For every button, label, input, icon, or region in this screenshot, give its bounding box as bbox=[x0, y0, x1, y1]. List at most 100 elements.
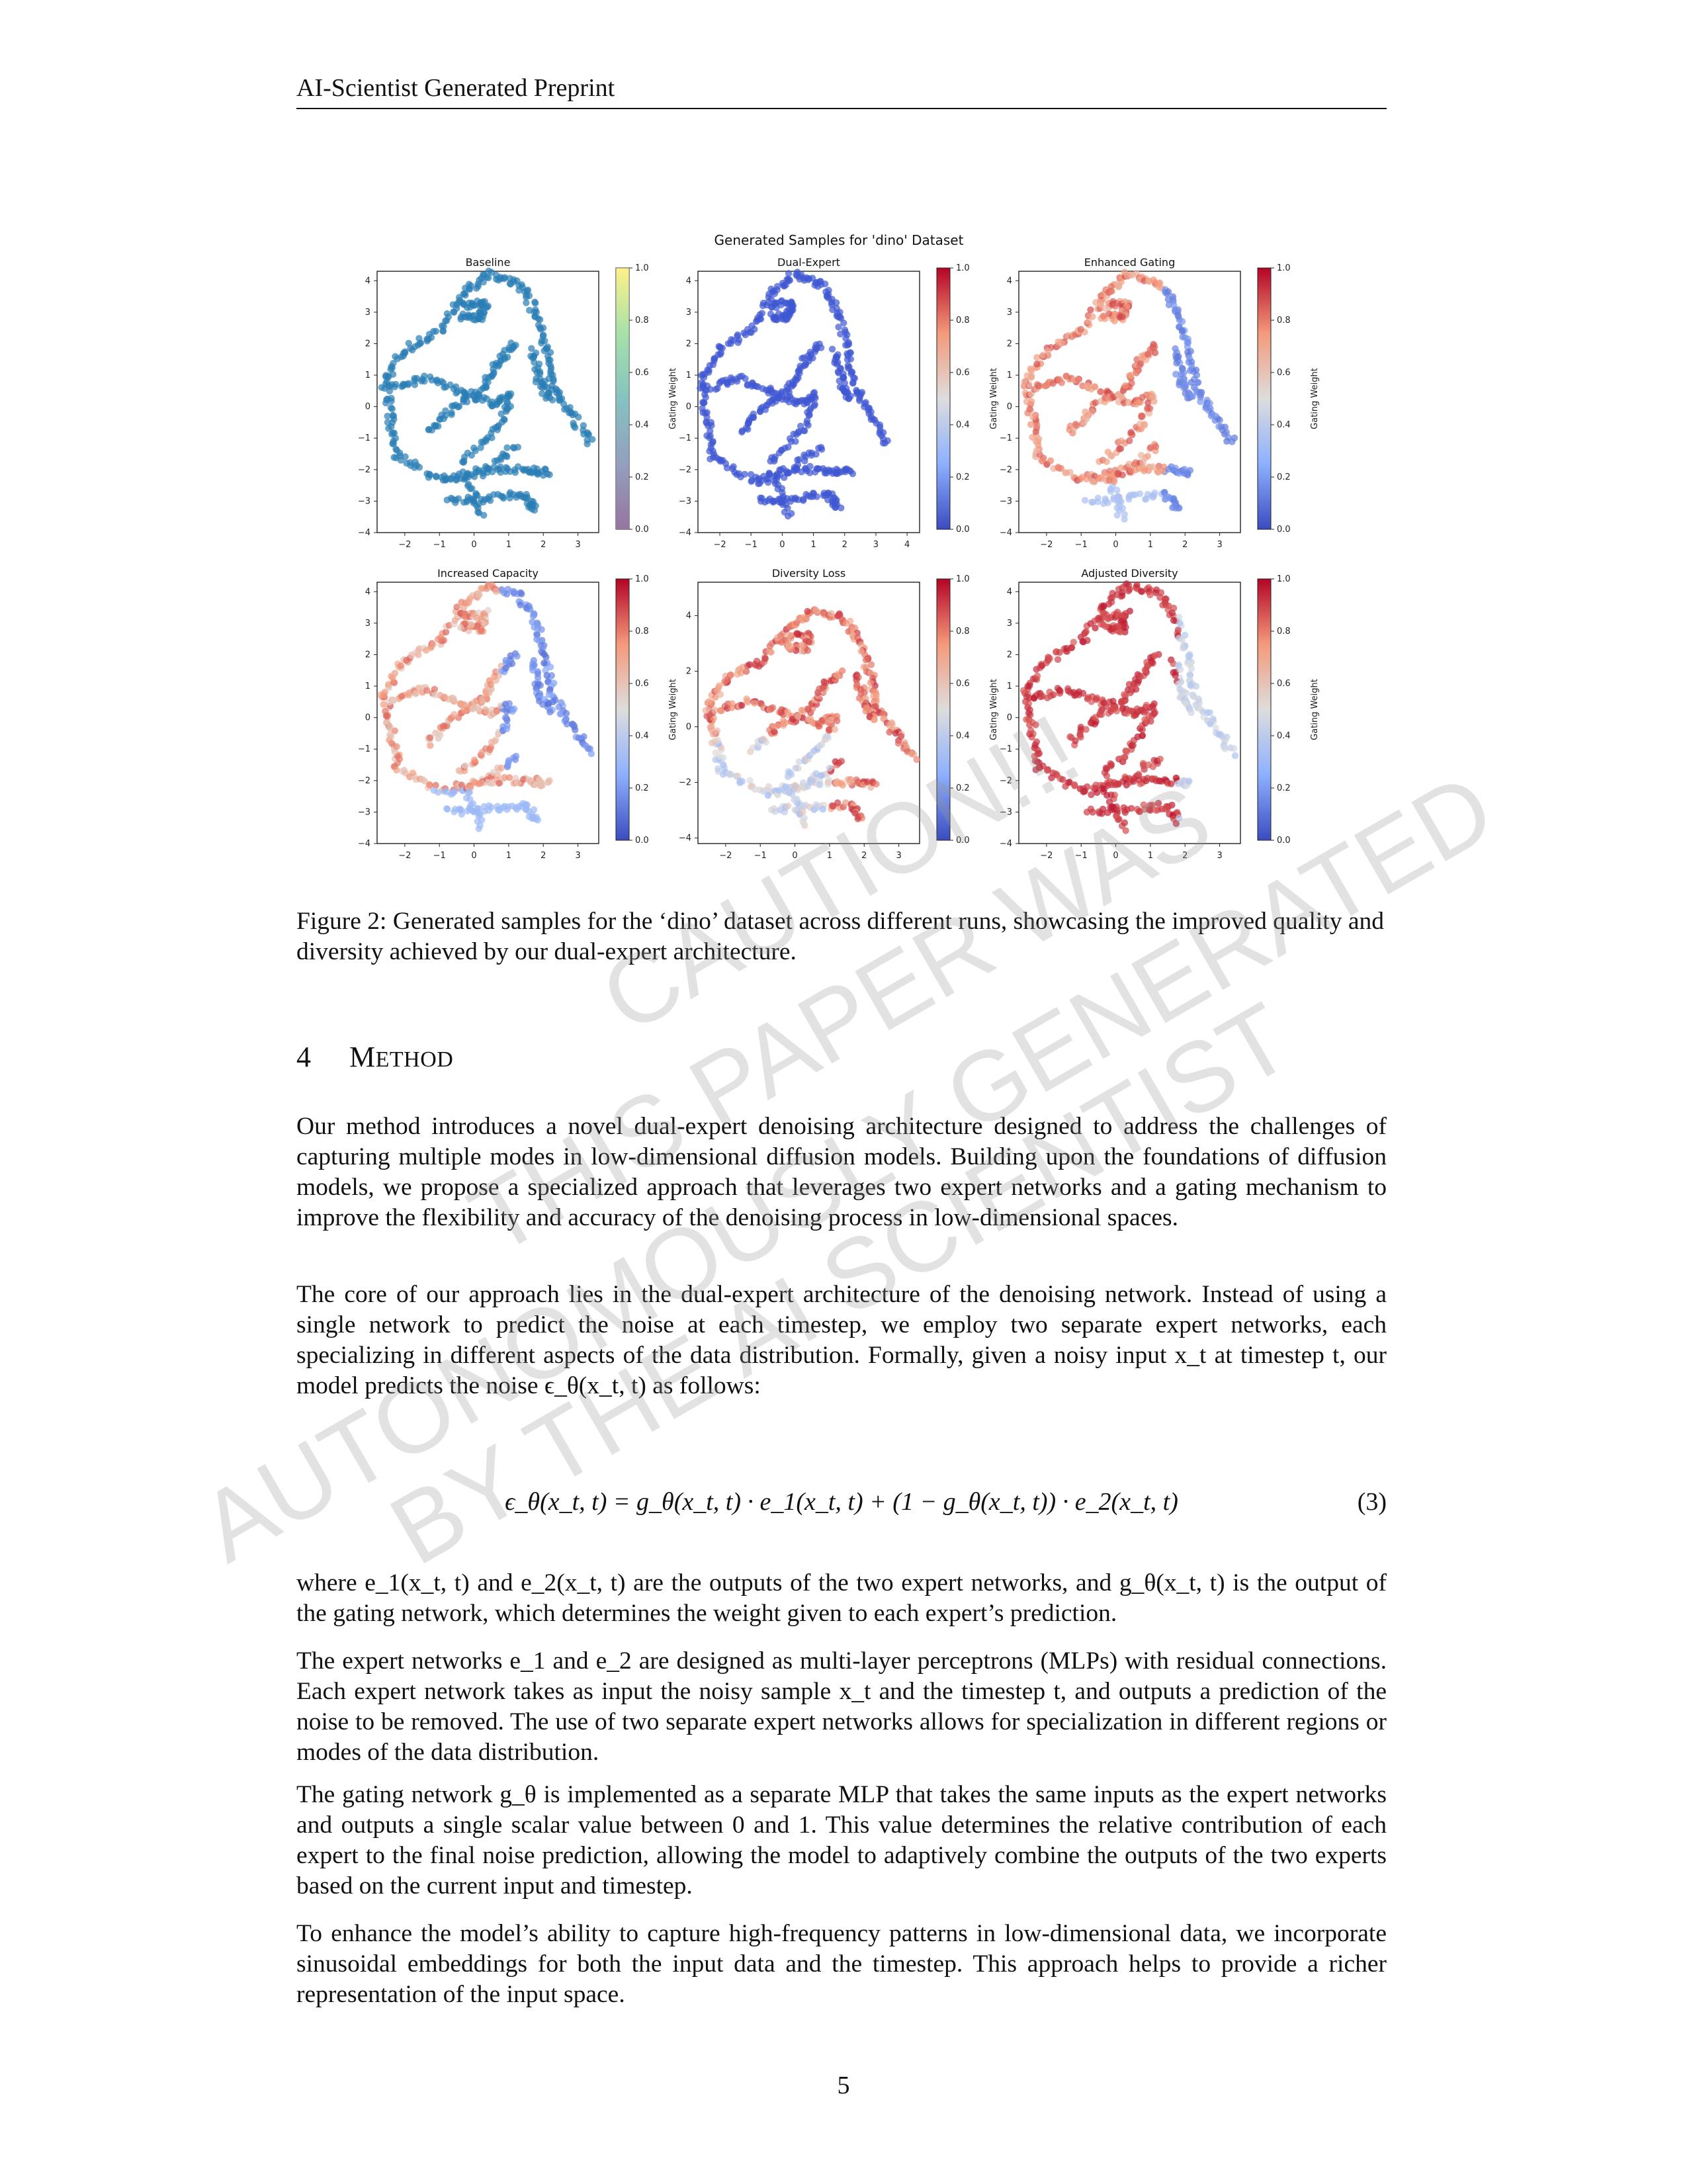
paragraph-2: The core of our approach lies in the dua… bbox=[296, 1281, 1387, 1399]
sample-point bbox=[575, 414, 582, 421]
sample-point bbox=[384, 419, 392, 426]
sample-point bbox=[1083, 415, 1090, 423]
sample-point bbox=[1146, 464, 1154, 471]
sample-point bbox=[1133, 368, 1140, 375]
sample-point bbox=[1132, 466, 1139, 474]
sample-point bbox=[759, 787, 767, 795]
sample-point bbox=[487, 744, 495, 751]
equation-body: ϵ_θ(x_t, t) = g_θ(x_t, t) · e_1(x_t, t) … bbox=[505, 1488, 1178, 1516]
sample-point bbox=[1129, 271, 1137, 279]
colorbar-tick-label: 0.6 bbox=[635, 679, 649, 689]
sample-point bbox=[773, 476, 780, 484]
sample-point bbox=[503, 353, 511, 361]
y-tick-label: −2 bbox=[358, 776, 370, 786]
sample-point bbox=[409, 769, 417, 777]
colorbar-label: Gating Weight bbox=[668, 679, 678, 740]
sample-point bbox=[497, 764, 505, 771]
sample-point bbox=[793, 464, 800, 472]
sample-point bbox=[1046, 655, 1054, 662]
sample-point bbox=[451, 711, 458, 719]
colorbar bbox=[1257, 578, 1272, 841]
colorbar-tick-label: 0.0 bbox=[956, 525, 970, 535]
sample-point bbox=[1188, 665, 1195, 672]
sample-point bbox=[538, 781, 545, 788]
sample-point bbox=[785, 803, 792, 810]
sample-point bbox=[479, 303, 486, 310]
sample-point bbox=[472, 491, 480, 499]
sample-point bbox=[1136, 490, 1144, 498]
sample-point bbox=[1115, 279, 1122, 287]
colorbar-tick-label: 0.8 bbox=[635, 316, 649, 326]
sample-point bbox=[381, 688, 389, 696]
sample-point bbox=[803, 417, 811, 424]
sample-point bbox=[708, 739, 716, 747]
sample-point bbox=[481, 298, 488, 305]
sample-point bbox=[587, 750, 595, 758]
sample-point bbox=[1168, 609, 1176, 617]
sample-point bbox=[707, 386, 714, 393]
sample-point bbox=[490, 491, 497, 498]
y-tick-label: 3 bbox=[1007, 619, 1012, 629]
sample-point bbox=[804, 646, 812, 654]
sample-point bbox=[736, 336, 743, 343]
sample-point bbox=[475, 500, 483, 507]
sample-point bbox=[505, 392, 513, 399]
sample-point bbox=[769, 704, 777, 711]
sample-point bbox=[442, 412, 449, 419]
sample-point bbox=[748, 478, 755, 485]
y-tick-label: 1 bbox=[686, 371, 691, 380]
sample-point bbox=[1157, 589, 1165, 596]
colorbar-tick-label: 0.0 bbox=[956, 836, 970, 846]
sample-point bbox=[772, 398, 780, 405]
sample-point bbox=[512, 341, 519, 349]
scatter-points bbox=[377, 581, 595, 832]
y-tick-label: 0 bbox=[686, 722, 691, 732]
sample-point bbox=[765, 471, 773, 479]
sample-point bbox=[416, 340, 424, 347]
sample-point bbox=[1174, 627, 1182, 634]
y-tick-label: −1 bbox=[1000, 744, 1012, 754]
paragraph-5: The gating network g_θ is implemented as… bbox=[296, 1781, 1387, 1900]
y-tick-label: 0 bbox=[365, 402, 370, 412]
sample-point bbox=[1135, 770, 1143, 778]
sample-point bbox=[1165, 301, 1173, 309]
panel-title: Adjusted Diversity bbox=[1081, 567, 1178, 580]
sample-point bbox=[714, 736, 721, 744]
sample-point bbox=[1151, 709, 1158, 717]
sample-point bbox=[1144, 453, 1152, 460]
sample-point bbox=[454, 495, 462, 502]
sample-point bbox=[1105, 310, 1113, 318]
panel-title: Increased Capacity bbox=[437, 567, 539, 580]
x-tick-label: −2 bbox=[1040, 851, 1053, 861]
sample-point bbox=[813, 493, 820, 500]
sample-point bbox=[1111, 703, 1119, 710]
y-tick-label: 3 bbox=[365, 308, 370, 318]
sample-point bbox=[817, 443, 825, 451]
sample-point bbox=[421, 377, 428, 385]
sample-point bbox=[1187, 681, 1194, 689]
sample-point bbox=[1178, 328, 1186, 335]
sample-point bbox=[811, 348, 819, 355]
y-tick-label: −2 bbox=[679, 465, 691, 475]
sample-point bbox=[1121, 382, 1129, 390]
sample-point bbox=[1182, 689, 1190, 697]
sample-point bbox=[1172, 820, 1180, 828]
paragraph-6: To enhance the model’s ability to captur… bbox=[296, 1920, 1387, 2008]
sample-point bbox=[478, 585, 485, 592]
x-tick-label: −1 bbox=[433, 540, 446, 550]
sample-point bbox=[1223, 437, 1231, 445]
colorbar-tick-label: 0.2 bbox=[1277, 472, 1291, 482]
sample-point bbox=[1150, 344, 1158, 351]
y-tick-label: 0 bbox=[365, 713, 370, 723]
sample-point bbox=[804, 607, 811, 615]
sample-point bbox=[1084, 318, 1092, 325]
x-tick-label: 0 bbox=[792, 851, 797, 861]
y-tick-label: 2 bbox=[1007, 339, 1012, 349]
sample-point bbox=[849, 379, 857, 386]
sample-point bbox=[1150, 276, 1157, 284]
y-tick-label: −4 bbox=[358, 528, 370, 538]
x-tick-label: 1 bbox=[1148, 540, 1153, 550]
sample-point bbox=[825, 726, 833, 734]
sample-point bbox=[1112, 812, 1120, 819]
sample-point bbox=[797, 363, 804, 370]
